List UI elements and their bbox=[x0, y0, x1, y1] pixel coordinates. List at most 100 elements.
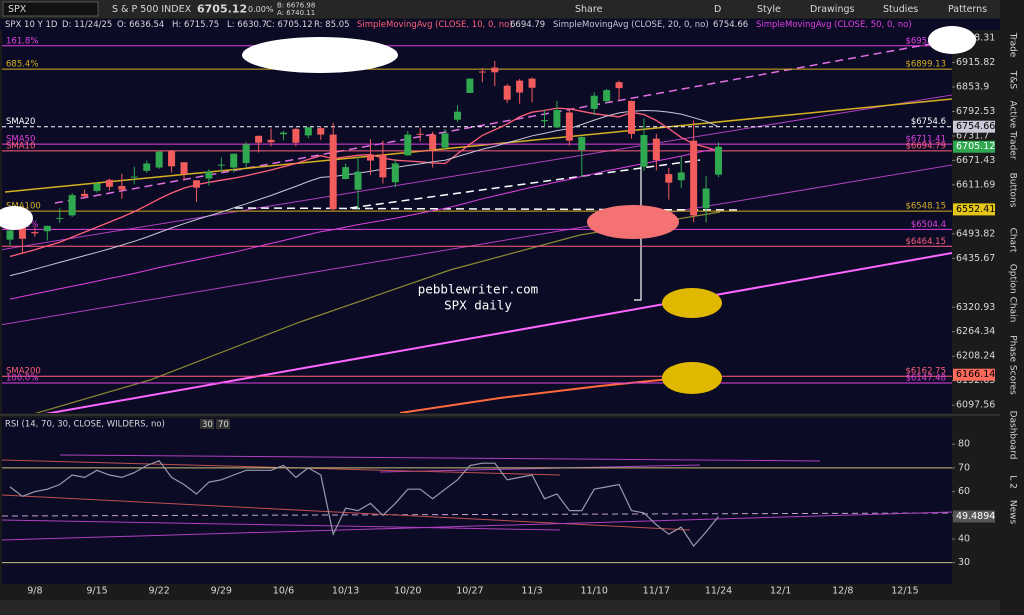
candle-body bbox=[93, 183, 101, 191]
candle-body bbox=[578, 137, 586, 151]
candle-body bbox=[540, 120, 548, 122]
level-label: $6162.75 bbox=[905, 367, 946, 377]
y-tick-label: 6671.43 bbox=[956, 155, 995, 166]
candle-body bbox=[255, 135, 263, 143]
side-tab[interactable]: L 2 bbox=[1008, 475, 1018, 489]
y-tick-label: 6320.93 bbox=[956, 302, 995, 313]
candle-body bbox=[292, 128, 300, 143]
last-price: 6705.12 bbox=[197, 3, 247, 16]
level-value: 70 bbox=[218, 420, 229, 430]
side-tab[interactable]: Buttons bbox=[1008, 173, 1018, 208]
x-tick-label: 10/27 bbox=[456, 586, 483, 597]
x-tick-label: 9/29 bbox=[211, 586, 232, 597]
toolbar-button[interactable]: Studies bbox=[883, 4, 918, 15]
side-tab[interactable]: Chart bbox=[1008, 228, 1018, 253]
candle-body bbox=[516, 80, 524, 93]
x-tick-label: 9/15 bbox=[86, 586, 107, 597]
rsi-pane bbox=[2, 418, 952, 584]
candle-body bbox=[528, 78, 536, 88]
side-tab[interactable]: Trade bbox=[1008, 32, 1018, 58]
x-tick-label: 9/8 bbox=[27, 586, 42, 597]
x-tick-label: 12/15 bbox=[891, 586, 918, 597]
toolbar-button[interactable]: D bbox=[714, 4, 721, 15]
level-label: $6899.13 bbox=[905, 60, 946, 70]
price-marker: 6166.14 bbox=[956, 369, 995, 380]
trendline bbox=[54, 39, 952, 204]
rsi-trendline bbox=[2, 494, 691, 531]
bid: B: 6676.98 bbox=[277, 2, 315, 10]
candle-body bbox=[155, 151, 163, 168]
side-tab[interactable]: Option Chain bbox=[1008, 264, 1018, 323]
y-tick-label: 6208.24 bbox=[956, 351, 995, 362]
candle-body bbox=[628, 100, 635, 134]
candle-body bbox=[205, 171, 213, 179]
candle-body bbox=[180, 162, 188, 175]
candle-body bbox=[31, 232, 39, 234]
y-tick-label: 80 bbox=[958, 439, 970, 450]
toolbar-button[interactable]: Share bbox=[575, 4, 603, 15]
toolbar-button[interactable]: Drawings bbox=[810, 4, 855, 15]
rsi-trendline bbox=[2, 511, 952, 541]
x-tick-label: 12/1 bbox=[770, 586, 791, 597]
rsi-drawings bbox=[2, 454, 952, 541]
x-tick-label: 11/10 bbox=[581, 586, 608, 597]
annotation: pebblewriter.com bbox=[418, 282, 538, 297]
candle-body bbox=[242, 144, 250, 164]
price-marker-box bbox=[953, 203, 995, 216]
toolbar-button[interactable]: Patterns bbox=[948, 4, 987, 15]
candle-body bbox=[43, 225, 51, 232]
price-marker: 6754.66 bbox=[956, 121, 995, 132]
y-tick-label: 70 bbox=[958, 462, 970, 473]
symbol-box[interactable] bbox=[2, 1, 99, 17]
candle-body bbox=[441, 133, 449, 148]
legend-item: H: 6715.75 bbox=[172, 20, 219, 30]
legend-item: R: 85.05 bbox=[314, 20, 350, 30]
status-bar bbox=[0, 600, 1000, 615]
level-label: $6711.41 bbox=[905, 135, 946, 145]
x-tick-label: 10/6 bbox=[273, 586, 294, 597]
symbol[interactable]: SPX bbox=[8, 4, 27, 15]
y-tick-label: 40 bbox=[958, 533, 970, 544]
candle-body bbox=[652, 138, 660, 161]
highlight-ellipse bbox=[0, 206, 33, 230]
study-name: SimpleMovingAvg (CLOSE, 20, 0, no) bbox=[553, 20, 709, 30]
candle-body bbox=[491, 67, 499, 73]
toolbar-button[interactable]: Style bbox=[757, 4, 781, 15]
rsi-title: RSI (14, 70, 30, CLOSE, WILDERS, no) bbox=[5, 420, 165, 430]
level-tag: SMA20 bbox=[6, 117, 35, 127]
instrument-name: S & P 500 INDEX bbox=[112, 4, 192, 15]
level-label: $6147.48 bbox=[905, 373, 946, 383]
rsi-trendline bbox=[59, 454, 821, 462]
y-tick-label: 6097.56 bbox=[956, 400, 995, 411]
candle-body bbox=[143, 163, 151, 171]
side-tab[interactable]: Phase Scores bbox=[1008, 335, 1018, 395]
level-tag: SMA100 bbox=[6, 202, 41, 212]
side-tab[interactable]: T&S bbox=[1008, 70, 1018, 90]
study-value: 6694.79 bbox=[510, 20, 545, 30]
series-line bbox=[9, 460, 719, 548]
level-label: $6958.46 bbox=[905, 36, 946, 46]
candle-body bbox=[130, 176, 138, 178]
legend-item: D: 11/24/25 bbox=[62, 20, 112, 30]
price-marker-box bbox=[953, 120, 995, 133]
side-tab[interactable]: Dashboard bbox=[1008, 411, 1018, 460]
price-marker-box bbox=[953, 140, 995, 153]
legend-item: SPX 10 Y 1D bbox=[5, 20, 58, 30]
level-label: $6548.15 bbox=[905, 202, 946, 212]
side-tab[interactable]: Active Trader bbox=[1008, 100, 1018, 159]
y-tick-label: 6435.67 bbox=[956, 253, 995, 264]
y-tick-label: 6493.82 bbox=[956, 228, 995, 239]
price-marker: 6552.41 bbox=[956, 204, 995, 215]
candle-body bbox=[690, 140, 698, 216]
series-line bbox=[9, 109, 719, 277]
candle-body bbox=[379, 154, 387, 178]
x-tick-label: 10/20 bbox=[394, 586, 421, 597]
trendline bbox=[2, 164, 952, 326]
side-tab[interactable]: News bbox=[1008, 500, 1018, 525]
series-line bbox=[9, 107, 719, 258]
candle-body bbox=[354, 171, 362, 190]
candle-body bbox=[329, 134, 337, 210]
level-box bbox=[216, 419, 230, 429]
rsi-trendline bbox=[379, 464, 701, 473]
